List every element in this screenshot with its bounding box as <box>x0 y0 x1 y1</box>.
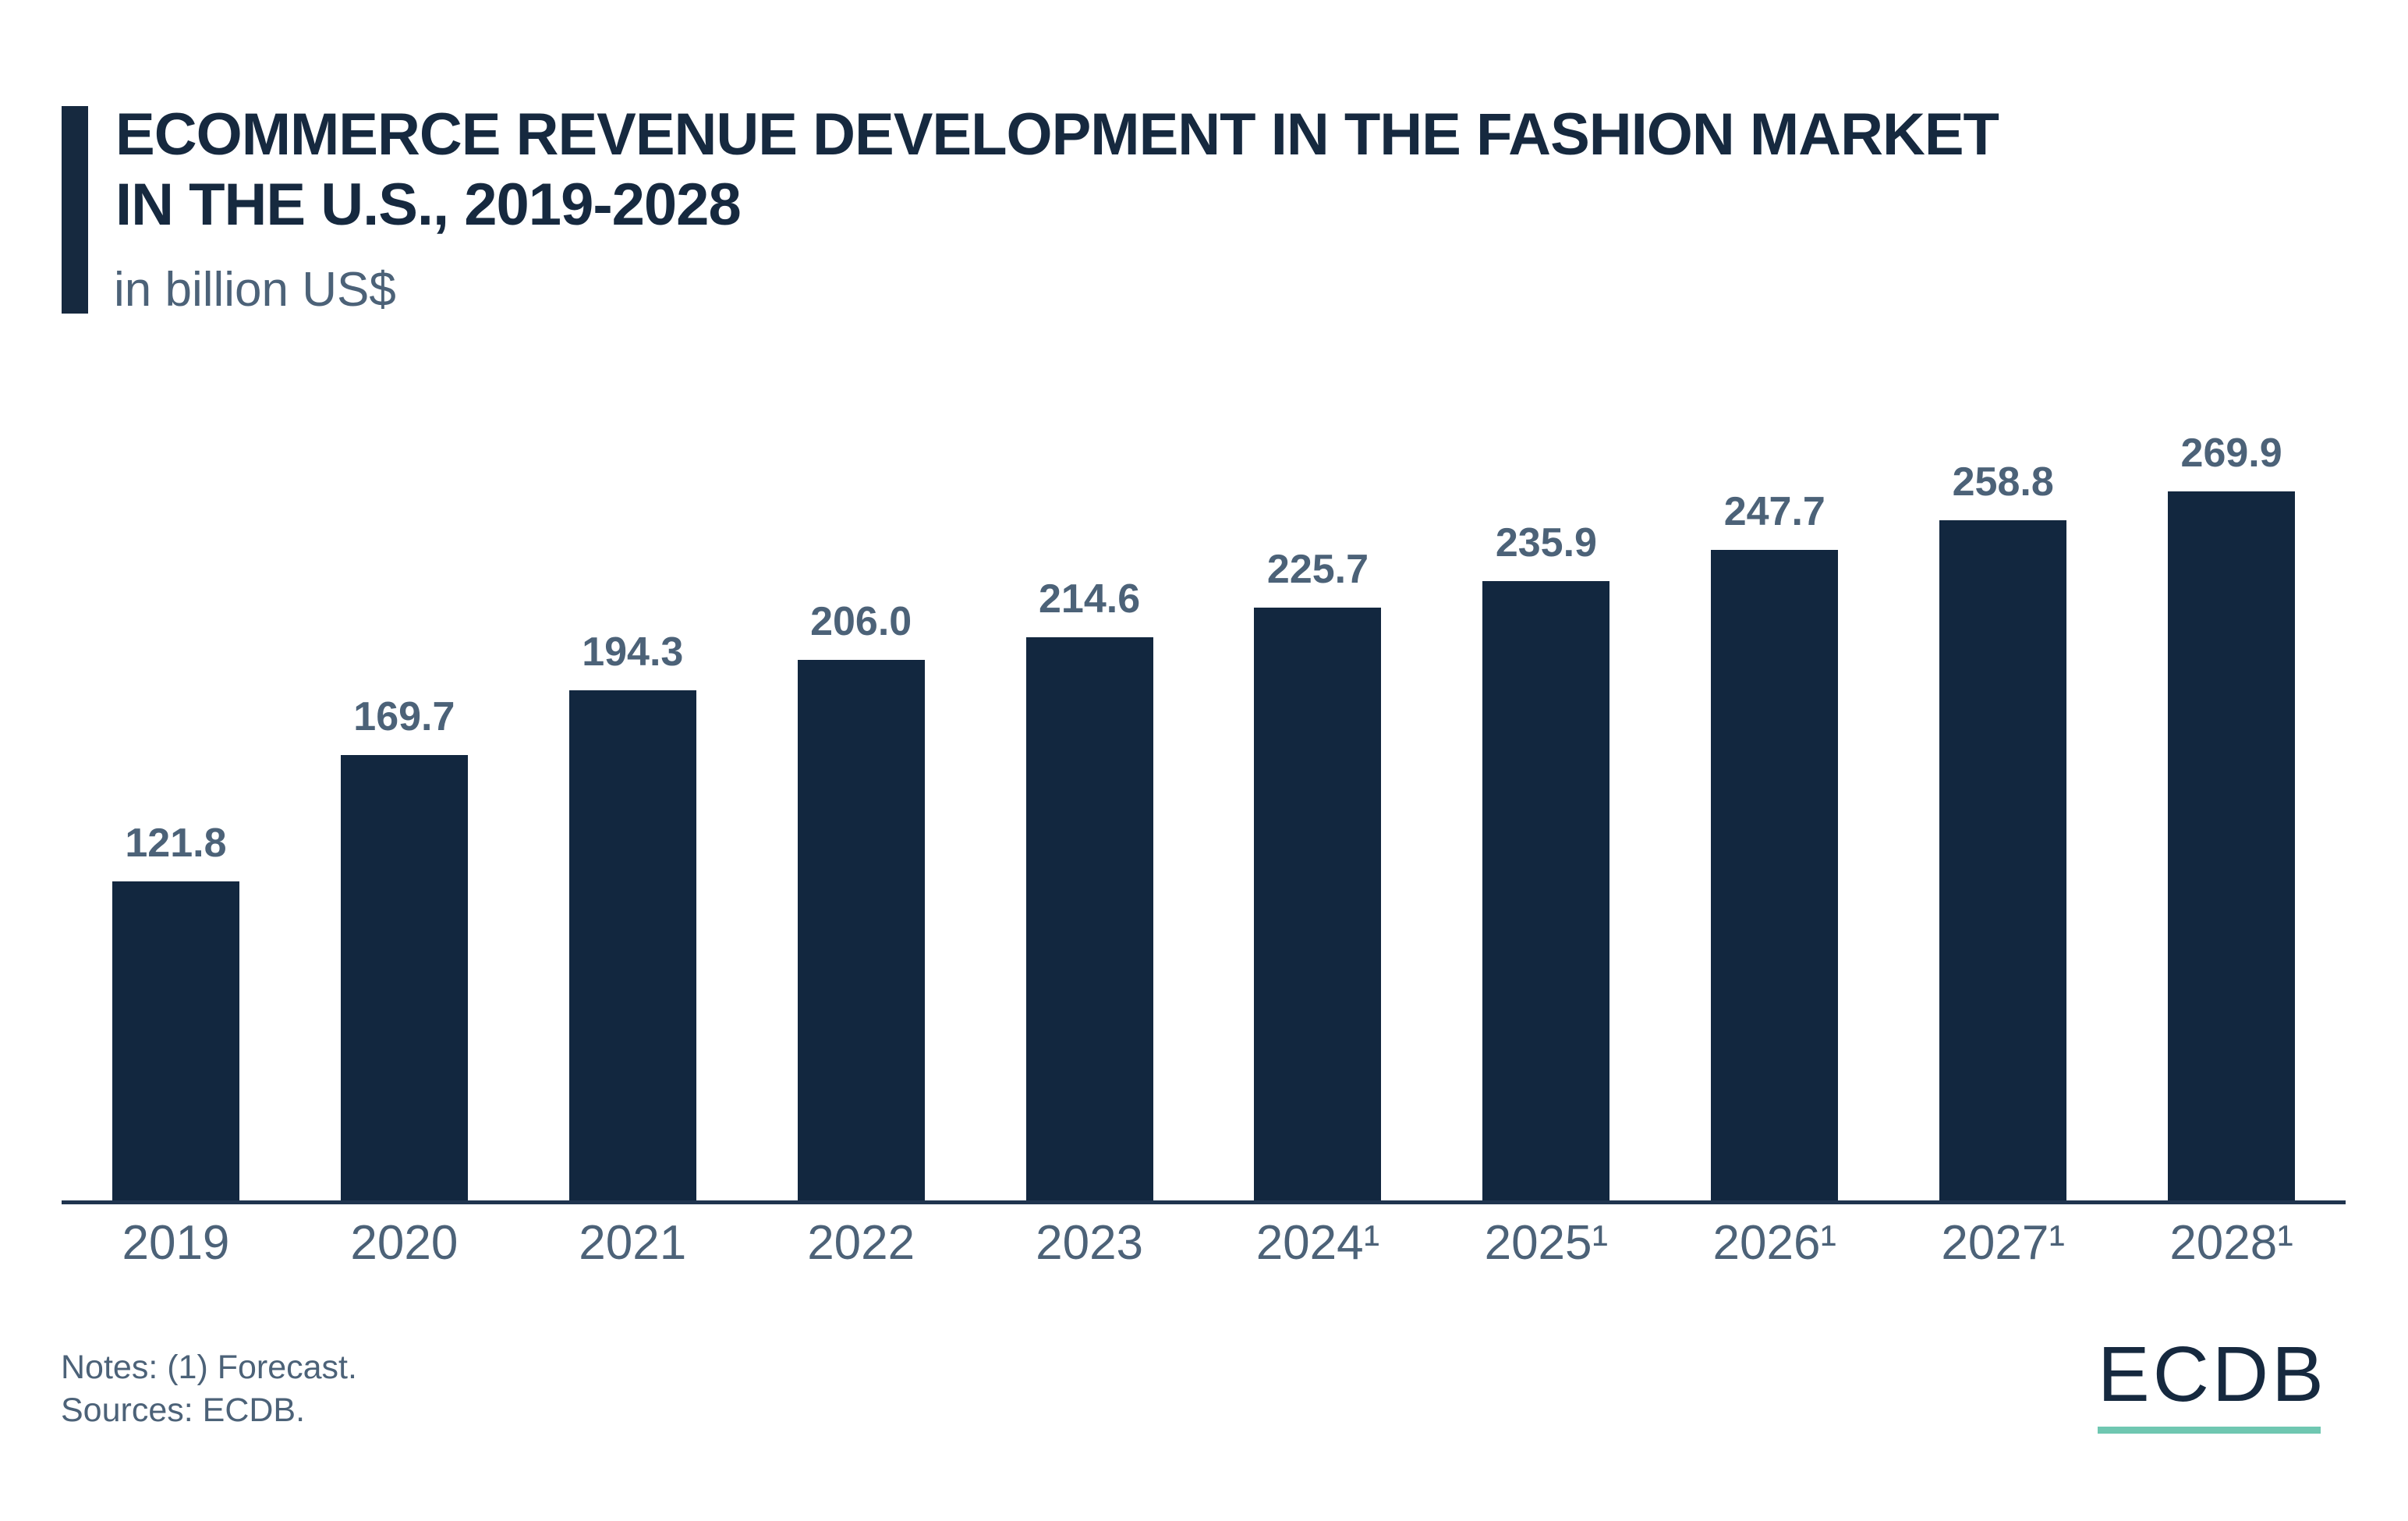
bar-value-label: 269.9 <box>2180 431 2282 476</box>
x-tick-label-2019: 2019 <box>122 1216 230 1270</box>
x-tick-label-2022: 2022 <box>807 1216 915 1270</box>
bar-2027 <box>1939 520 2067 1202</box>
bar-2019 <box>112 881 239 1202</box>
bar-slot-2028: 269.9 <box>2117 427 2346 1202</box>
footnotes: Notes: (1) Forecast. Sources: ECDB. <box>61 1346 357 1432</box>
bar-slot-2025: 235.9 <box>1432 427 1660 1202</box>
bar-value-label: 194.3 <box>582 629 684 675</box>
x-axis-line <box>62 1200 2346 1204</box>
x-tick-label-2024: 2024¹ <box>1255 1216 1380 1270</box>
bar-value-label: 258.8 <box>1952 459 2054 505</box>
bar-slot-2027: 258.8 <box>1889 427 2117 1202</box>
x-tick-label-2028: 2028¹ <box>2169 1216 2293 1270</box>
bar-value-label: 169.7 <box>353 694 455 739</box>
x-tick-label-2025: 2025¹ <box>1484 1216 1609 1270</box>
bar-2026 <box>1711 550 1839 1202</box>
bar-value-label: 235.9 <box>1495 520 1597 566</box>
bar-value-label: 121.8 <box>125 821 227 866</box>
x-tick-label-2020: 2020 <box>350 1216 459 1270</box>
bar-2028 <box>2168 491 2296 1202</box>
bar-2023 <box>1025 637 1153 1202</box>
bar-value-label: 225.7 <box>1266 547 1369 592</box>
ecdb-logo: ECDB <box>2098 1335 2327 1434</box>
chart-title-line2: IN THE U.S., 2019-2028 <box>115 172 742 238</box>
x-tick-label-2027: 2027¹ <box>1941 1216 2065 1270</box>
bar-slot-2019: 121.8 <box>62 427 290 1202</box>
bar-slot-2022: 206.0 <box>747 427 976 1202</box>
x-tick-label-2023: 2023 <box>1036 1216 1144 1270</box>
bar-value-label: 247.7 <box>1723 489 1825 534</box>
bar-2024 <box>1254 608 1382 1202</box>
bar-slot-2024: 225.7 <box>1204 427 1432 1202</box>
chart-title-line1: ECOMMERCE REVENUE DEVELOPMENT IN THE FAS… <box>115 101 1999 168</box>
chart-title: ECOMMERCE REVENUE DEVELOPMENT IN THE FAS… <box>115 100 1999 240</box>
bar-2025 <box>1482 581 1610 1202</box>
bar-2021 <box>568 690 696 1202</box>
bar-slot-2021: 194.3 <box>519 427 747 1202</box>
x-tick-label-2026: 2026¹ <box>1712 1216 1837 1270</box>
title-accent-bar <box>62 106 88 314</box>
bar-slot-2023: 214.6 <box>976 427 1204 1202</box>
ecdb-logo-text: ECDB <box>2098 1331 2327 1418</box>
x-tick-label-2021: 2021 <box>579 1216 687 1270</box>
notes-line: Notes: (1) Forecast. <box>61 1349 357 1386</box>
bar-2022 <box>797 660 925 1202</box>
bar-slot-2026: 247.7 <box>1660 427 1889 1202</box>
chart-subtitle: in billion US$ <box>114 263 396 317</box>
sources-line: Sources: ECDB. <box>61 1392 306 1429</box>
bars-row: 121.8 169.7 194.3 206.0 214.6 225.7 235.9 247.7… <box>62 427 2346 1202</box>
bar-value-label: 214.6 <box>1039 576 1141 622</box>
bar-slot-2020: 169.7 <box>290 427 519 1202</box>
x-axis-labels: 2019 2020 2021 2022 2023 2024¹ 2025¹ 2026¹ 2027¹… <box>62 1215 2346 1271</box>
bar-value-label: 206.0 <box>810 599 912 644</box>
ecdb-logo-underline <box>2098 1427 2321 1434</box>
bar-2020 <box>340 755 468 1202</box>
